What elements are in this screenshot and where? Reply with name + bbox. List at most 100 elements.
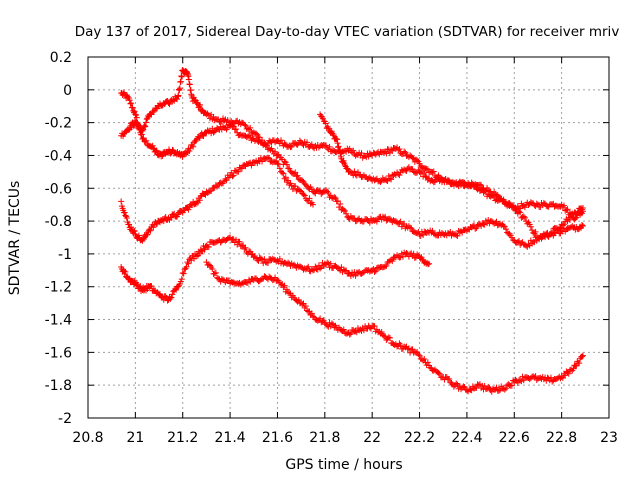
data-point — [281, 282, 288, 289]
data-point — [236, 238, 243, 245]
data-point — [346, 331, 353, 338]
data-point — [520, 213, 527, 220]
data-point — [246, 132, 253, 139]
data-point — [502, 226, 509, 233]
data-point — [429, 169, 436, 176]
data-point — [263, 142, 270, 149]
data-point — [179, 270, 186, 277]
data-point — [175, 92, 182, 99]
data-point — [133, 112, 140, 119]
data-point — [292, 183, 299, 190]
data-point — [396, 219, 403, 226]
data-point — [257, 255, 264, 262]
data-point — [579, 222, 586, 229]
data-point — [285, 259, 292, 266]
data-point — [281, 175, 288, 182]
data-point — [193, 100, 200, 107]
y-tick-label: -0.6 — [45, 181, 72, 197]
data-point — [423, 165, 430, 172]
y-tick-labels: 0.2 0 -0.2 -0.4 -0.6 -0.8 -1 -1.2 -1.4 -1.6 -1.8 -2 — [45, 50, 72, 427]
data-point — [125, 276, 132, 283]
data-point — [556, 225, 563, 232]
data-point — [253, 130, 260, 137]
data-point — [133, 114, 140, 121]
data-point — [397, 342, 404, 349]
data-point — [330, 131, 337, 138]
data-point — [178, 276, 185, 283]
data-point — [495, 387, 502, 394]
data-point — [196, 135, 203, 142]
data-point — [309, 313, 316, 320]
data-point — [563, 207, 570, 214]
x-tick-labels: 20.8 21 21.2 21.4 21.6 21.8 22 22.2 22.4 22.6 22.8… — [72, 430, 618, 446]
data-point — [493, 384, 500, 391]
data-point — [386, 175, 393, 182]
data-point — [322, 120, 329, 127]
y-axis-label: SDTVAR / TECUs — [7, 181, 23, 296]
data-point — [409, 154, 416, 161]
data-point — [500, 223, 507, 230]
data-point — [176, 85, 183, 92]
data-point — [372, 268, 379, 275]
data-point — [300, 191, 307, 198]
data-point — [324, 259, 331, 266]
data-point — [521, 204, 528, 211]
data-point — [383, 262, 390, 269]
data-point — [516, 208, 523, 215]
data-point — [281, 158, 288, 165]
data-point — [562, 372, 569, 379]
data-point — [259, 137, 266, 144]
data-point — [340, 326, 347, 333]
data-point — [386, 215, 393, 222]
data-point — [186, 81, 193, 88]
data-point — [212, 269, 219, 276]
data-point — [137, 283, 144, 290]
x-tick-label: 21.2 — [167, 430, 198, 446]
data-point — [121, 209, 128, 216]
data-point — [140, 135, 147, 142]
data-point — [421, 356, 428, 363]
data-point — [337, 201, 344, 208]
data-point — [160, 217, 167, 224]
data-point — [242, 244, 249, 251]
data-point — [149, 142, 156, 149]
data-point — [396, 172, 403, 179]
data-point — [129, 104, 136, 111]
data-point — [401, 148, 408, 155]
data-point — [211, 270, 218, 277]
data-point — [382, 213, 389, 220]
data-point — [238, 165, 245, 172]
data-point — [143, 231, 150, 238]
data-point — [467, 386, 474, 393]
data-point — [383, 150, 390, 157]
x-tick-label: 22.2 — [404, 430, 435, 446]
data-point — [533, 200, 540, 207]
data-point — [266, 155, 273, 162]
data-point — [308, 310, 315, 317]
data-point — [317, 265, 324, 272]
data-point — [576, 360, 583, 367]
data-point — [120, 268, 127, 275]
data-point — [347, 169, 354, 176]
data-point — [426, 260, 433, 267]
data-point — [396, 145, 403, 152]
data-point — [279, 169, 286, 176]
data-point — [282, 174, 289, 181]
data-point — [302, 181, 309, 188]
data-point — [448, 379, 455, 386]
data-point — [299, 177, 306, 184]
data-point — [193, 198, 200, 205]
data-point — [341, 162, 348, 169]
data-point — [122, 268, 129, 275]
data-point — [520, 377, 527, 384]
data-point — [198, 247, 205, 254]
data-point — [559, 222, 566, 229]
data-point — [233, 126, 240, 133]
data-point — [169, 291, 176, 298]
data-point — [377, 178, 384, 185]
data-point — [305, 263, 312, 270]
data-point — [173, 286, 180, 293]
data-point — [414, 157, 421, 164]
data-point — [180, 270, 187, 277]
data-point — [222, 176, 229, 183]
